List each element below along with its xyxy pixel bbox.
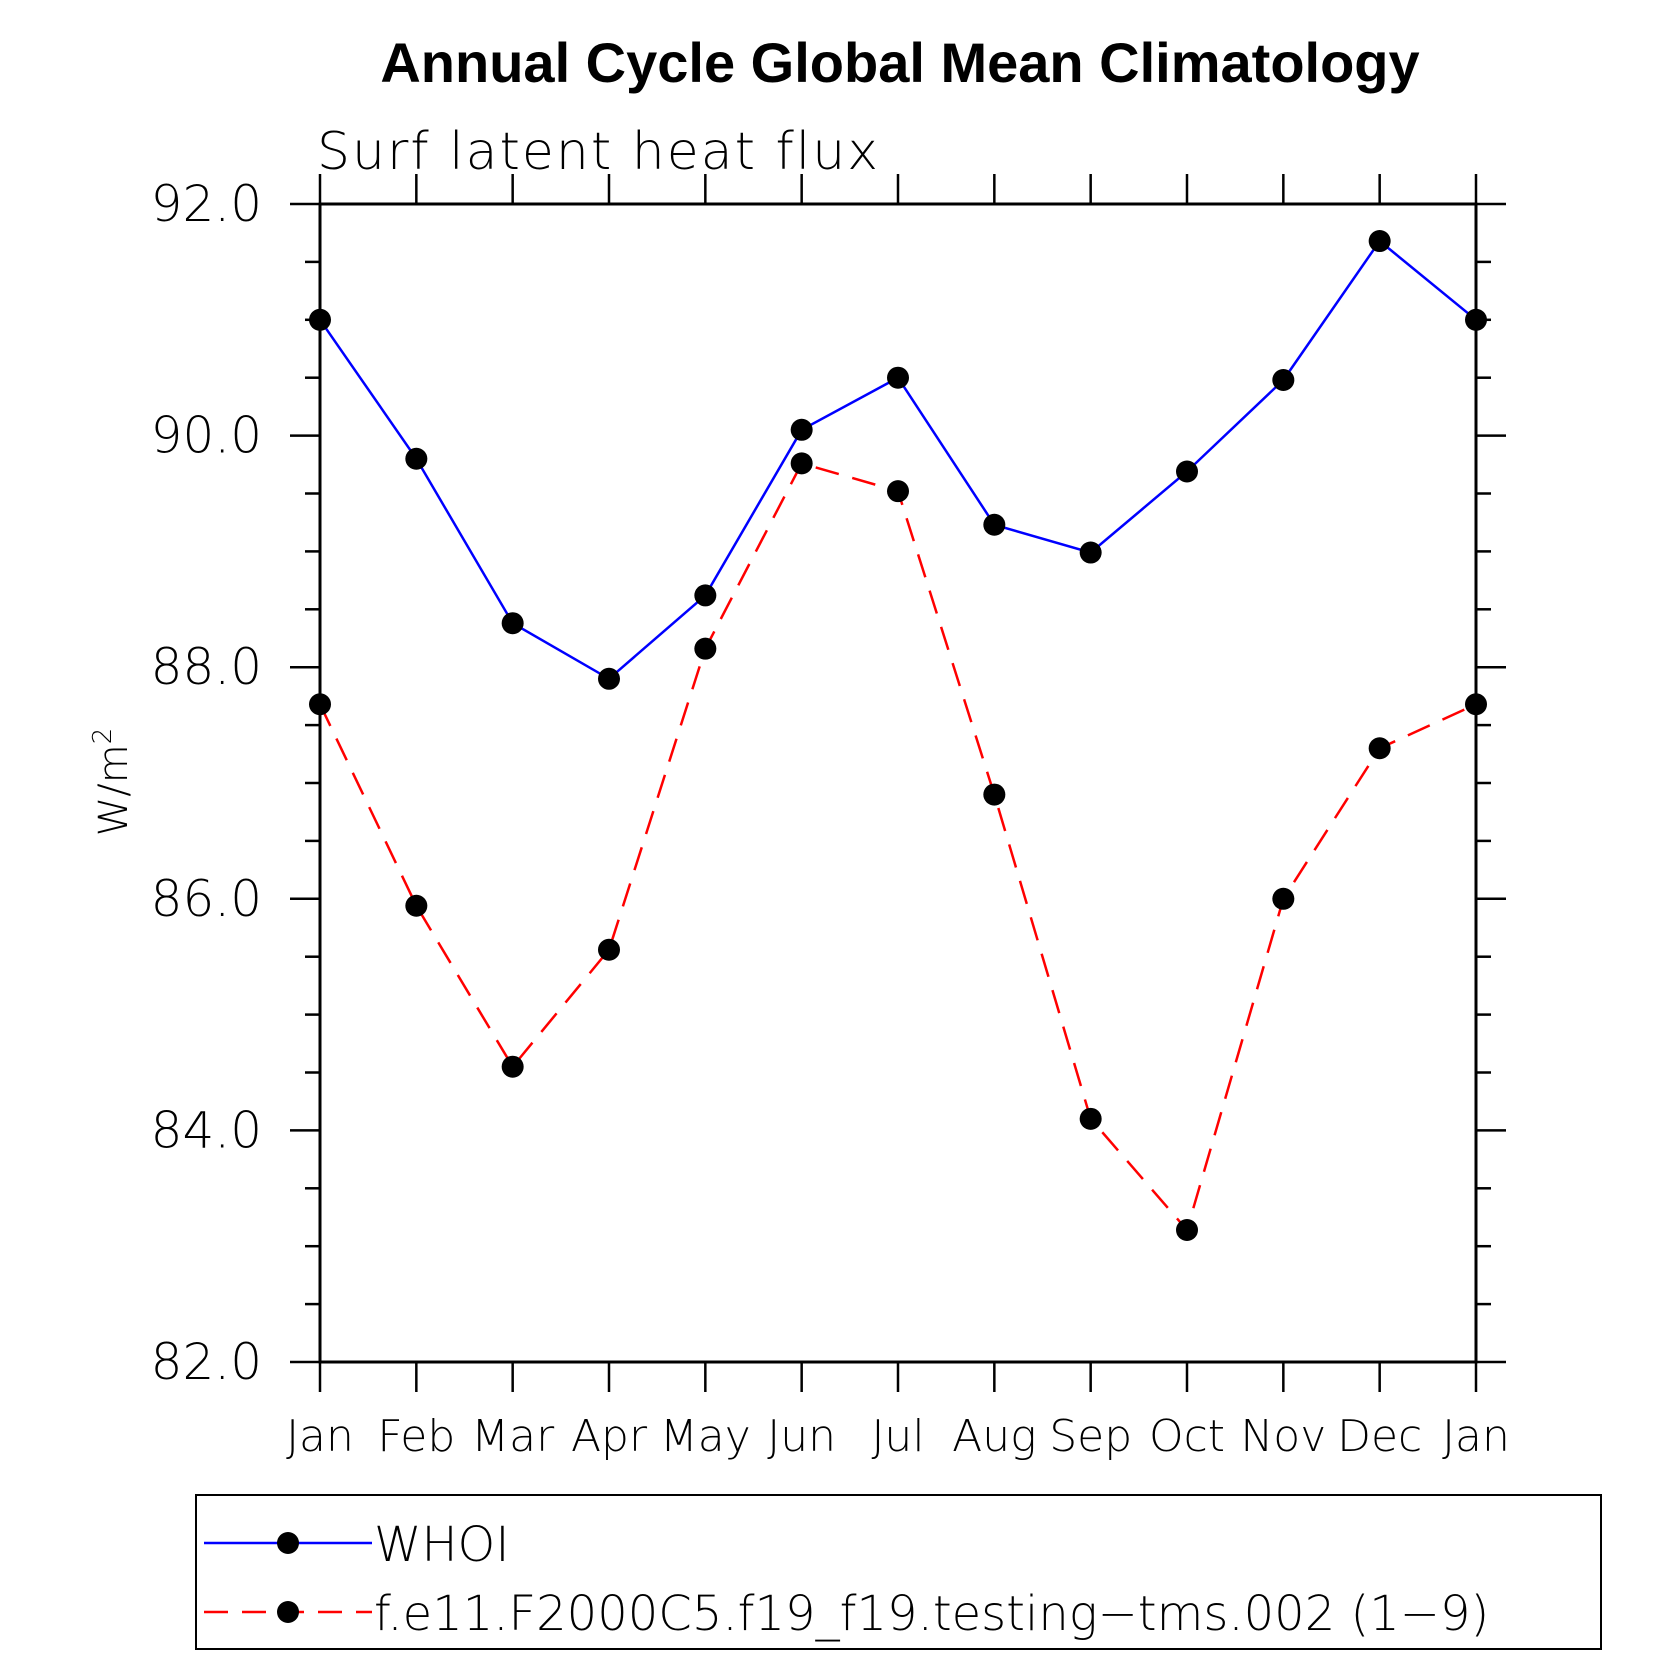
- y-tick-label: 88.0: [151, 638, 262, 696]
- x-tick-label: Apr: [571, 1411, 648, 1462]
- data-point: [1079, 1107, 1102, 1130]
- legend-swatch-marker: [277, 1601, 299, 1623]
- y-axis-label-text: W/m: [91, 744, 137, 836]
- series-layer: [309, 230, 1487, 1241]
- data-point: [501, 612, 524, 635]
- data-point: [405, 447, 428, 470]
- plot-frame: [318, 202, 1478, 1364]
- series-line: [318, 461, 1477, 1233]
- data-point: [887, 480, 909, 503]
- series-line: [318, 239, 1477, 681]
- data-point: [983, 783, 1006, 806]
- data-point: [694, 637, 717, 660]
- y-tick-label: 86.0: [151, 870, 262, 928]
- data-point: [1272, 887, 1295, 910]
- x-tick-label: Jan: [286, 1411, 354, 1462]
- data-point: [309, 693, 331, 716]
- data-point: [983, 513, 1006, 536]
- legend-swatch-marker: [277, 1532, 299, 1554]
- chart-subtitle: Surf latent heat flux: [317, 122, 880, 182]
- data-point: [790, 418, 813, 441]
- x-tick-label: Jun: [767, 1411, 836, 1462]
- data-point: [309, 308, 331, 331]
- y-axis-label: W/m2: [88, 728, 137, 837]
- series-2: [309, 452, 1487, 1241]
- legend: WHOI f.e11.F2000C5.f19_f19.testing−tms.00…: [195, 1494, 1602, 1650]
- data-point: [1368, 230, 1391, 253]
- data-point: [790, 452, 813, 475]
- x-tick-label: Sep: [1049, 1411, 1132, 1462]
- data-point: [1176, 460, 1198, 483]
- data-point: [694, 584, 717, 607]
- legend-label: WHOI: [374, 1517, 510, 1573]
- x-tick-label: Aug: [952, 1411, 1036, 1462]
- data-point: [1079, 541, 1102, 564]
- legend-label: f.e11.F2000C5.f19_f19.testing−tms.002 (1…: [374, 1586, 1489, 1642]
- chart-title: Annual Cycle Global Mean Climatology: [380, 31, 1419, 94]
- x-axis: Jan Feb Mar Apr May Jun Jul Aug Sep Oct Nov Dec Jan: [286, 174, 1510, 1462]
- y-tick-label: 84.0: [151, 1101, 262, 1159]
- legend-box: [195, 1494, 1602, 1650]
- x-tick-label: May: [660, 1411, 751, 1462]
- y-tick-label: 90.0: [151, 407, 262, 465]
- x-tick-label: Feb: [377, 1411, 455, 1462]
- data-point: [1272, 369, 1295, 392]
- data-point: [1465, 308, 1487, 331]
- x-tick-label: Nov: [1240, 1411, 1326, 1462]
- x-tick-label: Mar: [471, 1411, 555, 1462]
- data-point: [1176, 1218, 1198, 1241]
- data-point: [405, 894, 428, 917]
- y-tick-label: 82.0: [151, 1333, 262, 1391]
- x-tick-label: Jan: [1442, 1411, 1510, 1462]
- y-tick-label: 92.0: [151, 175, 262, 233]
- data-point: [598, 667, 620, 690]
- data-point: [501, 1055, 524, 1078]
- data-point: [1368, 737, 1391, 760]
- x-tick-label: Jul: [871, 1411, 924, 1462]
- y-axis-label-superscript: 2: [88, 728, 118, 745]
- legend-items: WHOI f.e11.F2000C5.f19_f19.testing−tms.00…: [204, 1517, 1489, 1642]
- x-tick-label: Dec: [1337, 1411, 1422, 1462]
- data-point: [598, 938, 620, 961]
- data-point: [1465, 693, 1487, 716]
- data-point: [887, 366, 909, 389]
- x-tick-label: Oct: [1149, 1411, 1225, 1462]
- series-1: [309, 230, 1487, 690]
- y-axis: 82.0 84.0 86.0 88.0 90.0 92.0: [151, 175, 1506, 1391]
